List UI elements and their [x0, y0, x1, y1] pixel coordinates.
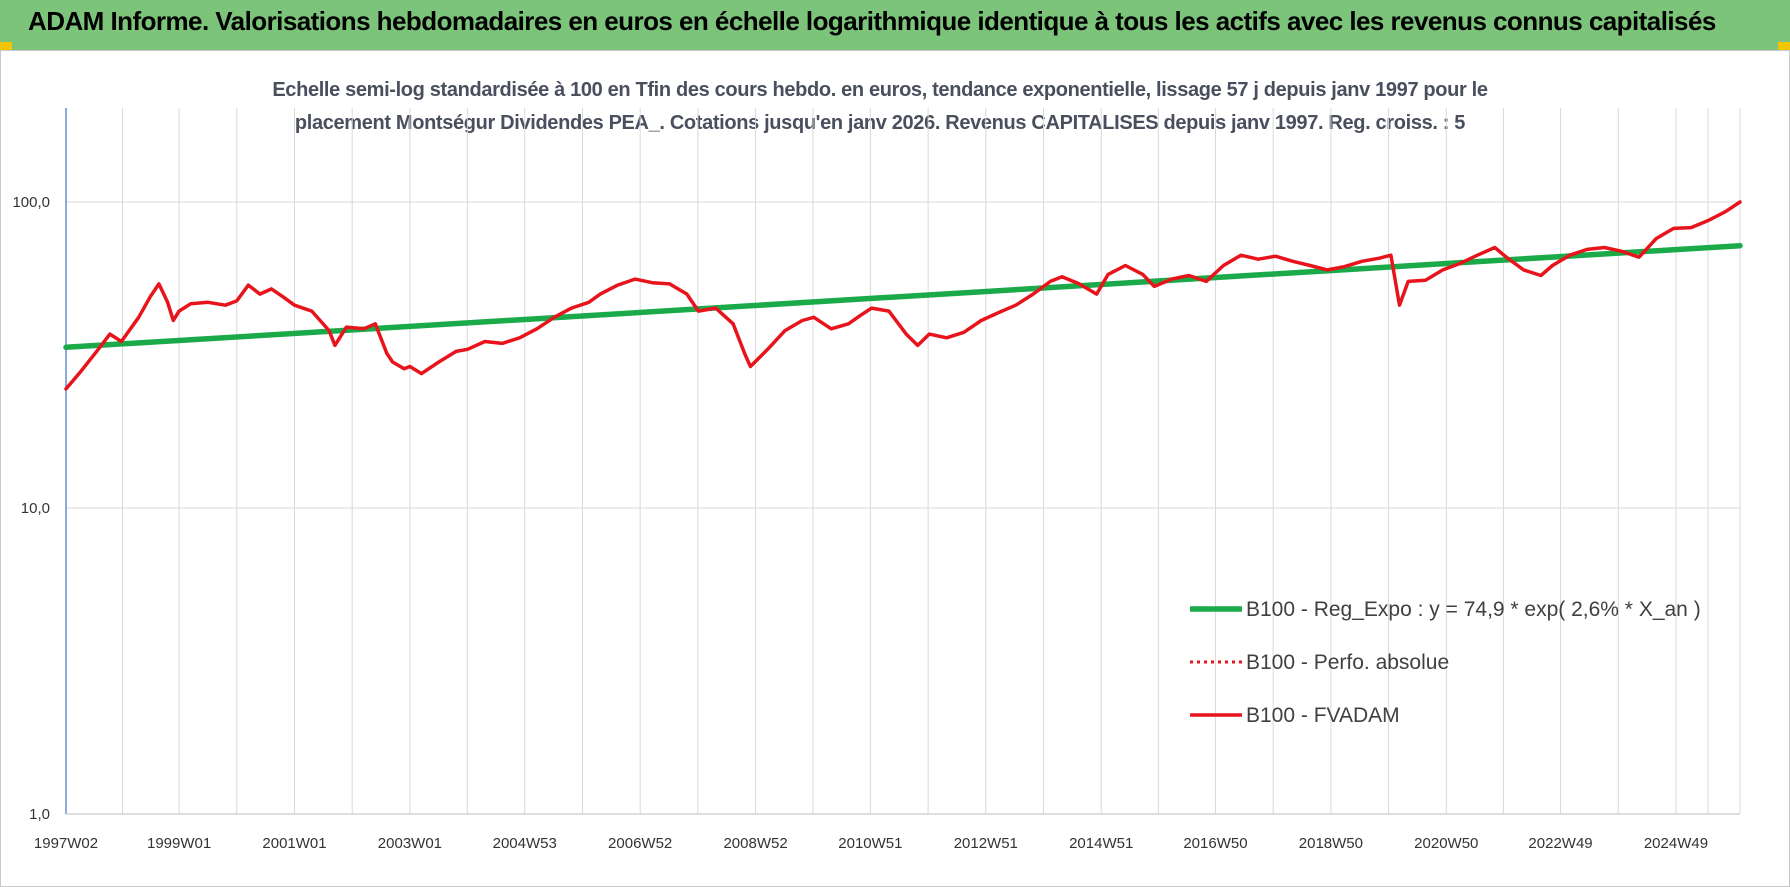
x-tick-labels: 1997W02 1999W01 2001W01 2003W01 2004W53 2006W…	[34, 835, 1708, 852]
x-tick-label: 2022W49	[1528, 835, 1592, 852]
grid-lines	[66, 108, 1741, 815]
x-tick-label: 2010W51	[838, 835, 902, 852]
x-tick-label: 2012W51	[954, 835, 1018, 852]
x-tick-label: 2003W01	[378, 835, 442, 852]
x-tick-label: 1999W01	[147, 835, 211, 852]
banner-title: ADAM Informe. Valorisations hebdomadaire…	[28, 6, 1716, 36]
y-tick-label: 1,0	[29, 806, 50, 823]
chart-title: Echelle semi-log standardisée à 100 en T…	[160, 74, 1600, 140]
x-tick-label: 2008W52	[723, 835, 787, 852]
x-tick-label: 2006W52	[608, 835, 672, 852]
corner-mark-top-left	[0, 42, 12, 52]
corner-mark-top-right	[1778, 42, 1790, 52]
x-tick-label: 2001W01	[262, 835, 326, 852]
y-tick-label: 100,0	[12, 194, 50, 211]
series-layer	[63, 200, 1743, 391]
axes	[65, 108, 1740, 815]
x-tick-label: 2020W50	[1414, 835, 1478, 852]
chart-frame	[0, 50, 1790, 887]
legend-entry-2: B100 - Perfo. absolue	[1246, 651, 1449, 674]
x-tick-label: 2024W49	[1644, 835, 1708, 852]
chart-title-line-2: placement Montségur Dividendes PEA_. Cot…	[294, 112, 1466, 134]
title-banner: ADAM Informe. Valorisations hebdomadaire…	[0, 0, 1790, 51]
chart-legend: B100 - Reg_Expo : y = 74,9 * exp( 2,6% *…	[1190, 598, 1701, 727]
y-tick-labels: 1,0 10,0 100,0	[12, 194, 50, 823]
x-tick-label: 2014W51	[1069, 835, 1133, 852]
x-tick-label: 2016W50	[1183, 835, 1247, 852]
legend-entry-1: B100 - Reg_Expo : y = 74,9 * exp( 2,6% *…	[1246, 598, 1701, 621]
y-tick-label: 10,0	[21, 500, 50, 517]
chart-title-line-1: Echelle semi-log standardisée à 100 en T…	[272, 79, 1488, 101]
x-tick-label: 1997W02	[34, 835, 98, 852]
x-tick-label: 2018W50	[1299, 835, 1363, 852]
legend-entry-3: B100 - FVADAM	[1246, 704, 1400, 727]
series-line-3	[64, 200, 1742, 391]
x-tick-label: 2004W53	[493, 835, 557, 852]
